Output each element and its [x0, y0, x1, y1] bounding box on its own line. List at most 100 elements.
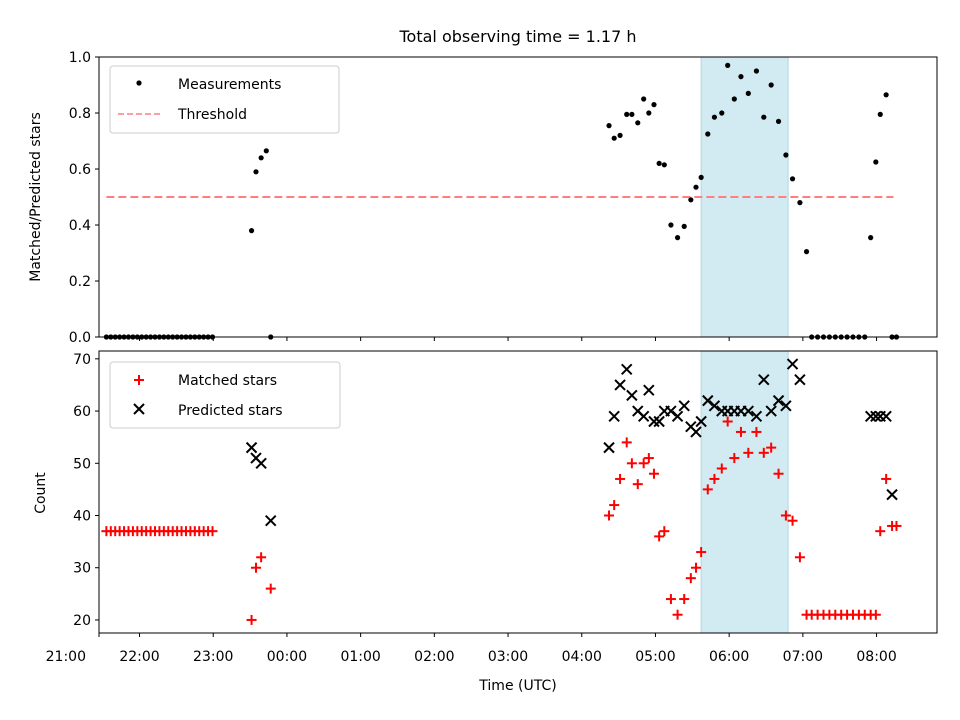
bottom-x-tick-label: 08:00 — [856, 649, 896, 665]
bottom-panel: 20 30 40 50 60 70 21:00 22:00 23:00 00:00 01:00 02… — [33, 350, 938, 694]
bottom-legend: Matched stars Predicted stars — [109, 361, 341, 429]
predicted-star-point — [886, 488, 898, 501]
bottom-highlight-span — [700, 350, 789, 634]
matched-star-point — [729, 453, 740, 464]
matched-star-point — [735, 426, 746, 437]
bottom-x-tick-label: 00:00 — [267, 649, 307, 665]
bottom-y-tick-label: 70 — [73, 352, 91, 368]
predicted-star-point — [603, 441, 615, 454]
predicted-star-point — [643, 384, 655, 396]
measurement-point — [641, 96, 647, 102]
predicted-star-point — [678, 400, 690, 412]
predicted-star-point — [765, 405, 777, 417]
matched-star-point — [648, 468, 659, 479]
measurement-point — [775, 118, 782, 124]
bottom-y-tick-label: 40 — [73, 509, 91, 525]
measurement-point — [668, 222, 674, 228]
predicted-star-point — [772, 394, 785, 407]
matched-star-point — [626, 458, 637, 469]
bottom-y-tick-label: 60 — [73, 404, 91, 420]
matched-star-point — [659, 526, 670, 537]
measurement-point — [783, 152, 789, 158]
matched-star-point — [256, 552, 267, 563]
measurement-point — [248, 228, 255, 234]
measurement-point — [753, 68, 760, 74]
legend-measurements-marker — [136, 80, 142, 86]
predicted-star-point — [637, 410, 650, 422]
measurement-point — [253, 169, 259, 175]
matched-star-point — [672, 609, 683, 620]
top-y-axis: 0.0 0.2 0.4 0.6 0.8 1.0 — [69, 50, 99, 346]
matched-star-point — [702, 484, 713, 495]
matched-star-point — [609, 500, 620, 511]
measurement-point — [606, 123, 612, 129]
measurement-point — [877, 111, 883, 117]
bottom-y-tick-label: 20 — [73, 613, 91, 629]
matched-star-point — [696, 547, 707, 558]
bottom-x-tick-label: 05:00 — [635, 649, 675, 665]
predicted-star-point — [690, 426, 702, 438]
measurement-point — [789, 176, 796, 182]
legend-matched-marker — [134, 375, 144, 385]
measurement-point — [681, 223, 687, 229]
bottom-x-tick-label: 02:00 — [414, 649, 454, 665]
measurement-point — [656, 160, 662, 166]
measurement-point — [797, 200, 803, 206]
measurement-point — [688, 197, 694, 203]
top-plot-frame — [98, 56, 938, 338]
predicted-star-point — [758, 374, 770, 386]
predicted-star-point — [794, 374, 806, 386]
predicted-star-point — [870, 410, 882, 422]
matched-stars-series — [101, 416, 902, 625]
matched-star-point — [758, 447, 769, 458]
bottom-x-tick-label: 06:00 — [709, 649, 749, 665]
predicted-star-point — [653, 415, 665, 428]
bottom-x-tick-label: 23:00 — [193, 649, 233, 665]
measurement-point — [761, 114, 767, 120]
legend-predicted-marker — [133, 403, 145, 415]
predicted-star-point — [786, 358, 799, 370]
bottom-x-tick-label: 22:00 — [119, 649, 159, 665]
chart-title: Total observing time = 1.17 h — [398, 27, 636, 46]
matched-star-point — [207, 526, 218, 537]
matched-star-point — [787, 515, 798, 526]
bottom-y-axis-label: Count — [33, 472, 49, 514]
top-panel: 0.0 0.2 0.4 0.6 0.8 1.0 Matched/Predicted sta… — [28, 50, 938, 346]
top-x-ticks — [139, 337, 878, 341]
measurement-point — [745, 90, 751, 96]
measurement-point — [646, 110, 652, 116]
measurement-point — [705, 131, 711, 137]
matched-star-point — [632, 479, 643, 490]
top-legend: Measurements Threshold — [109, 65, 340, 134]
matched-star-point — [679, 594, 690, 605]
bottom-x-tick-label: 04:00 — [562, 649, 602, 665]
predicted-star-point — [864, 410, 877, 422]
predicted-star-point — [742, 405, 755, 417]
measurement-point — [258, 155, 264, 161]
top-y-axis-label: Matched/Predicted stars — [28, 112, 44, 282]
legend-threshold-label: Threshold — [177, 107, 247, 123]
top-y-tick-label: 0.8 — [69, 106, 91, 122]
matched-star-point — [604, 510, 615, 521]
bottom-x-tick-label: 21:00 — [46, 649, 86, 665]
x-axis-label: Time (UTC) — [478, 678, 556, 694]
predicted-star-point — [750, 410, 763, 422]
matched-star-point — [875, 526, 886, 537]
predicted-star-point — [708, 400, 721, 412]
measurement-point — [263, 148, 269, 154]
bottom-x-tick-label: 03:00 — [488, 649, 528, 665]
measurement-point — [661, 162, 667, 168]
top-y-tick-label: 0.0 — [69, 330, 91, 346]
measurement-point — [617, 132, 623, 138]
matched-star-point — [685, 573, 696, 584]
measurement-point — [731, 96, 737, 102]
measurement-point — [711, 114, 718, 120]
predicted-star-point — [255, 457, 267, 469]
predicted-star-point — [648, 415, 660, 428]
measurement-point — [719, 110, 725, 116]
measurement-point — [868, 235, 874, 241]
measurement-point — [873, 159, 879, 165]
matched-star-point — [665, 594, 676, 605]
bottom-plot-frame — [98, 350, 938, 634]
matched-star-point — [246, 614, 257, 625]
